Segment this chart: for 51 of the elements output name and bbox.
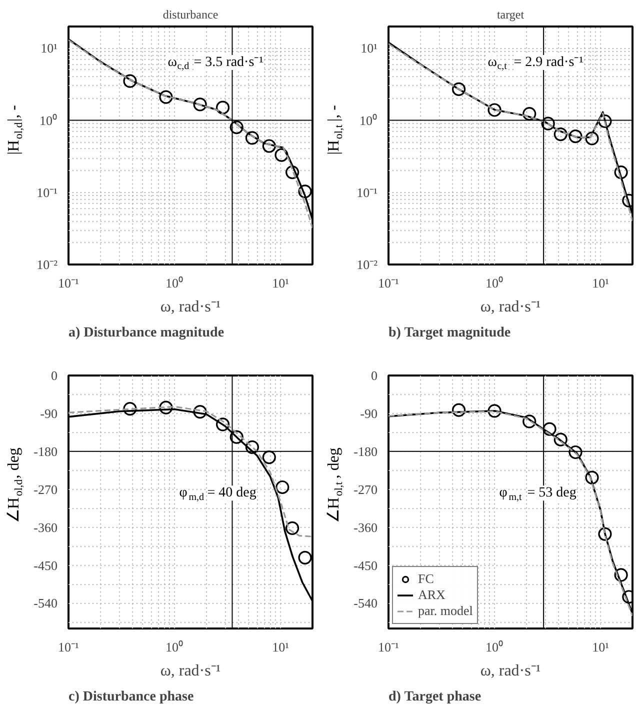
y-tick-label: -360 — [34, 520, 58, 535]
y-tick-label: 10⁻² — [36, 257, 58, 272]
y-tick-label: 10⁰ — [40, 112, 58, 128]
y-tick-label: -90 — [40, 406, 58, 421]
x-axis-title: ω, rad·s⁻¹ — [160, 662, 221, 680]
y-tick-label: 10⁻¹ — [36, 184, 58, 200]
legend-label: par. model — [418, 603, 473, 619]
x-axis-title: ω, rad·s⁻¹ — [480, 298, 541, 316]
legend-label: FC — [418, 571, 435, 587]
x-tick-label: 10¹ — [272, 640, 290, 654]
y-tick-label: 10⁰ — [360, 112, 378, 128]
x-tick-label: 10⁰ — [486, 276, 504, 290]
y-tick-label: -360 — [354, 520, 378, 535]
text: b) Target magnitude — [388, 326, 511, 340]
y-tick-label: 10¹ — [360, 40, 378, 56]
y-axis-title: ∠Hol,t, deg — [326, 448, 345, 524]
y-tick-label: 10⁻² — [356, 257, 378, 272]
x-tick-label: 10¹ — [592, 276, 610, 290]
x-tick-label: 10¹ — [272, 276, 290, 290]
y-tick-label: 10¹ — [40, 40, 58, 56]
text: a) Disturbance magnitude — [68, 326, 224, 340]
x-tick-label: 10⁻¹ — [58, 276, 80, 290]
x-tick-label: 10⁰ — [166, 276, 184, 290]
y-axis-title: |Hol,t|, - — [326, 105, 345, 155]
text: d) Target phase — [388, 690, 482, 704]
x-tick-label: 10⁻¹ — [58, 640, 80, 654]
x-tick-label: 10⁻¹ — [378, 640, 400, 654]
x-tick-label: 10⁰ — [486, 640, 504, 654]
text: c) Disturbance phase — [68, 690, 194, 704]
y-axis-title: |Hol,d|, - — [6, 105, 25, 155]
x-tick-label: 10⁰ — [166, 640, 184, 654]
y-tick-label: -540 — [34, 596, 58, 611]
y-tick-label: -180 — [34, 444, 58, 459]
y-tick-label: -450 — [34, 558, 58, 573]
chart-title: target — [496, 8, 525, 22]
x-axis-title: ω, rad·s⁻¹ — [160, 298, 221, 316]
y-tick-label: -450 — [354, 558, 378, 573]
legend-label: ARX — [418, 587, 446, 603]
y-tick-label: 0 — [51, 368, 58, 383]
chart-title: disturbance — [162, 8, 218, 22]
y-tick-label: -90 — [360, 406, 378, 421]
y-tick-label: -270 — [354, 482, 378, 497]
y-tick-label: -270 — [34, 482, 58, 497]
y-axis-title: ∠Hol,d, deg — [6, 448, 25, 524]
y-tick-label: 10⁻¹ — [356, 184, 378, 200]
x-tick-label: 10⁻¹ — [378, 276, 400, 290]
y-tick-label: -540 — [354, 596, 378, 611]
x-axis-title: ω, rad·s⁻¹ — [480, 662, 541, 680]
y-tick-label: 0 — [371, 368, 378, 383]
y-tick-label: -180 — [354, 444, 378, 459]
x-tick-label: 10¹ — [592, 640, 610, 654]
